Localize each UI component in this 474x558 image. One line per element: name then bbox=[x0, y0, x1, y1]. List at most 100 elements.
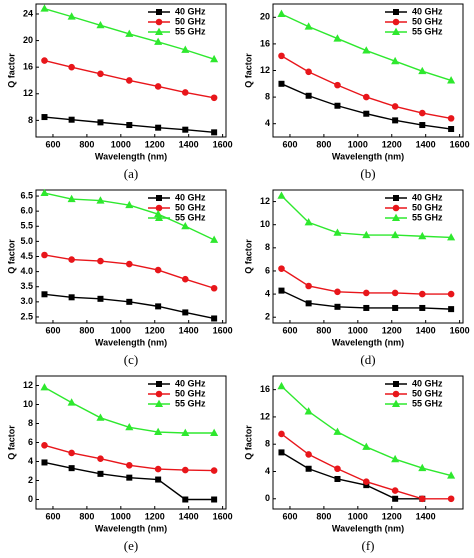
marker bbox=[154, 465, 162, 473]
marker bbox=[211, 496, 218, 503]
marker bbox=[181, 428, 190, 436]
y-tick-label: 16 bbox=[23, 62, 33, 72]
y-tick-label: 12 bbox=[23, 380, 33, 390]
caption: (e) bbox=[124, 538, 138, 553]
x-tick-label: 1400 bbox=[179, 139, 199, 149]
y-axis-label: Q factor bbox=[243, 53, 253, 88]
x-tick-label: 800 bbox=[316, 325, 331, 335]
marker bbox=[392, 18, 400, 26]
marker bbox=[334, 465, 341, 473]
marker bbox=[97, 470, 104, 477]
x-tick-label: 1200 bbox=[382, 139, 402, 149]
y-tick-label: 8 bbox=[265, 439, 270, 449]
marker bbox=[210, 54, 219, 63]
marker bbox=[393, 9, 399, 15]
marker bbox=[447, 233, 456, 241]
marker bbox=[40, 383, 49, 391]
y-tick-label: 5.5 bbox=[20, 221, 33, 231]
x-axis-label: Wavelength (nm) bbox=[332, 523, 404, 533]
y-tick-label: 4.0 bbox=[20, 266, 33, 276]
legend-label: 40 GHz bbox=[175, 378, 206, 388]
marker bbox=[304, 218, 313, 226]
y-tick-label: 12 bbox=[260, 196, 270, 206]
x-tick-label: 800 bbox=[79, 511, 94, 521]
marker bbox=[278, 80, 285, 87]
marker bbox=[305, 451, 312, 458]
marker bbox=[125, 29, 134, 37]
marker bbox=[418, 66, 427, 75]
caption: (b) bbox=[360, 166, 375, 181]
marker bbox=[418, 290, 426, 298]
marker bbox=[391, 103, 399, 110]
marker bbox=[363, 478, 370, 486]
marker bbox=[181, 45, 190, 53]
marker bbox=[210, 467, 218, 474]
marker bbox=[154, 213, 164, 221]
marker bbox=[391, 27, 401, 35]
y-tick-label: 20 bbox=[260, 12, 270, 22]
y-tick-label: 3.0 bbox=[20, 296, 33, 306]
marker bbox=[96, 196, 105, 204]
y-tick-label: 6 bbox=[265, 265, 270, 275]
marker bbox=[155, 303, 162, 310]
plot-frame bbox=[272, 375, 464, 510]
marker bbox=[41, 114, 48, 121]
marker bbox=[126, 260, 133, 268]
marker bbox=[418, 109, 426, 117]
x-axis-label: Wavelength (nm) bbox=[332, 337, 404, 347]
y-axis-label: Q factor bbox=[243, 239, 253, 274]
panel: 0 2 4 6 8 10 12 600 800 1000 1200 1400 1600 Wavelengt… bbox=[6, 375, 233, 553]
marker bbox=[181, 221, 190, 230]
panel: 2.5 3.0 3.5 4.0 4.5 5.0 5.5 6.0 6.5 600 800 1000 120… bbox=[6, 188, 233, 367]
legend-label: 40 GHz bbox=[412, 378, 443, 388]
x-tick-label: 1200 bbox=[145, 511, 165, 521]
y-tick-label: 2.5 bbox=[20, 311, 33, 321]
marker bbox=[126, 462, 133, 469]
marker bbox=[155, 204, 163, 212]
x-tick-label: 1000 bbox=[348, 325, 368, 335]
x-tick-label: 600 bbox=[282, 511, 297, 521]
marker bbox=[305, 282, 312, 290]
marker bbox=[362, 230, 371, 239]
marker bbox=[97, 295, 104, 302]
marker bbox=[391, 487, 399, 494]
y-tick-label: 8 bbox=[28, 418, 33, 428]
marker bbox=[68, 116, 75, 123]
marker bbox=[182, 309, 189, 316]
marker bbox=[363, 110, 370, 117]
panel: 8 12 16 20 24 600 800 1000 1200 1400 1600 Wavelengt… bbox=[6, 3, 233, 181]
legend-label: 50 GHz bbox=[175, 16, 206, 26]
legend-label: 40 GHz bbox=[412, 6, 443, 16]
y-tick-label: 2 bbox=[265, 312, 270, 322]
x-tick-label: 1000 bbox=[111, 511, 131, 521]
marker bbox=[210, 235, 219, 243]
marker bbox=[97, 119, 104, 126]
y-tick-label: 0 bbox=[28, 494, 33, 504]
x-tick-label: 800 bbox=[316, 139, 331, 149]
panel: 0 4 8 12 16 600 800 1000 1200 1400 Wavelength (nm)… bbox=[243, 375, 464, 553]
marker bbox=[156, 9, 162, 15]
marker bbox=[392, 117, 399, 124]
marker bbox=[418, 495, 426, 503]
marker bbox=[362, 442, 371, 450]
marker bbox=[391, 230, 400, 239]
y-tick-label: 4 bbox=[28, 456, 33, 466]
y-tick-label: 12 bbox=[23, 88, 33, 98]
legend-label: 50 GHz bbox=[412, 16, 443, 26]
x-tick-label: 800 bbox=[79, 325, 94, 335]
marker bbox=[41, 459, 48, 466]
marker bbox=[126, 77, 133, 84]
plot-frame bbox=[272, 189, 464, 324]
marker bbox=[392, 495, 399, 502]
x-tick-label: 1200 bbox=[382, 511, 402, 521]
caption: (d) bbox=[360, 352, 375, 367]
marker bbox=[154, 37, 163, 45]
marker bbox=[334, 288, 341, 296]
x-tick-label: 600 bbox=[45, 325, 60, 335]
marker bbox=[96, 20, 105, 29]
x-tick-label: 1400 bbox=[179, 511, 199, 521]
x-tick-label: 1400 bbox=[416, 511, 436, 521]
x-tick-label: 1000 bbox=[348, 139, 368, 149]
marker bbox=[68, 256, 75, 263]
